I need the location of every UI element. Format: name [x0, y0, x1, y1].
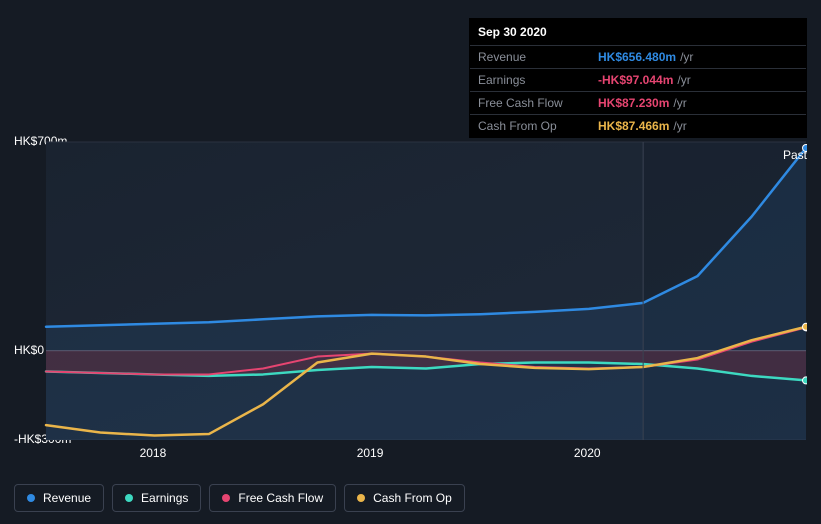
x-axis-label: 2019 — [357, 446, 384, 460]
legend-dot-icon — [27, 494, 35, 502]
legend-label: Earnings — [141, 491, 188, 505]
tooltip-row-suffix: /yr — [673, 119, 686, 133]
tooltip-date: Sep 30 2020 — [470, 19, 806, 46]
tooltip-row-value: -HK$97.044m — [598, 73, 673, 87]
legend-item[interactable]: Free Cash Flow — [209, 484, 336, 512]
tooltip-row-label: Free Cash Flow — [478, 96, 598, 110]
legend-dot-icon — [222, 494, 230, 502]
tooltip-row-label: Cash From Op — [478, 119, 598, 133]
legend-item[interactable]: Cash From Op — [344, 484, 465, 512]
legend-label: Cash From Op — [373, 491, 452, 505]
tooltip-row-value: HK$656.480m — [598, 50, 676, 64]
tooltip-row: Earnings-HK$97.044m/yr — [470, 69, 806, 92]
tooltip: Sep 30 2020 RevenueHK$656.480m/yrEarning… — [469, 18, 807, 138]
tooltip-row-label: Earnings — [478, 73, 598, 87]
tooltip-row-suffix: /yr — [680, 50, 693, 64]
legend-item[interactable]: Earnings — [112, 484, 201, 512]
tooltip-row: Cash From OpHK$87.466m/yr — [470, 115, 806, 137]
past-label: Past — [783, 148, 807, 162]
x-axis-label: 2018 — [140, 446, 167, 460]
legend: Revenue Earnings Free Cash Flow Cash From O… — [14, 484, 465, 512]
tooltip-row-label: Revenue — [478, 50, 598, 64]
chart — [14, 120, 807, 460]
tooltip-row-suffix: /yr — [677, 73, 690, 87]
legend-item[interactable]: Revenue — [14, 484, 104, 512]
legend-dot-icon — [357, 494, 365, 502]
legend-label: Free Cash Flow — [238, 491, 323, 505]
legend-label: Revenue — [43, 491, 91, 505]
x-axis-label: 2020 — [574, 446, 601, 460]
tooltip-row-suffix: /yr — [673, 96, 686, 110]
tooltip-row-value: HK$87.230m — [598, 96, 669, 110]
tooltip-row-value: HK$87.466m — [598, 119, 669, 133]
tooltip-row: RevenueHK$656.480m/yr — [470, 46, 806, 69]
tooltip-row: Free Cash FlowHK$87.230m/yr — [470, 92, 806, 115]
legend-dot-icon — [125, 494, 133, 502]
